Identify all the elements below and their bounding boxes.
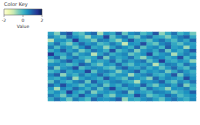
svg-text:-2: -2 <box>2 18 7 23</box>
svg-text:Value: Value <box>17 24 30 29</box>
svg-text:Color Key: Color Key <box>4 1 28 8</box>
svg-text:2: 2 <box>41 18 44 23</box>
svg-text:0: 0 <box>22 18 25 23</box>
